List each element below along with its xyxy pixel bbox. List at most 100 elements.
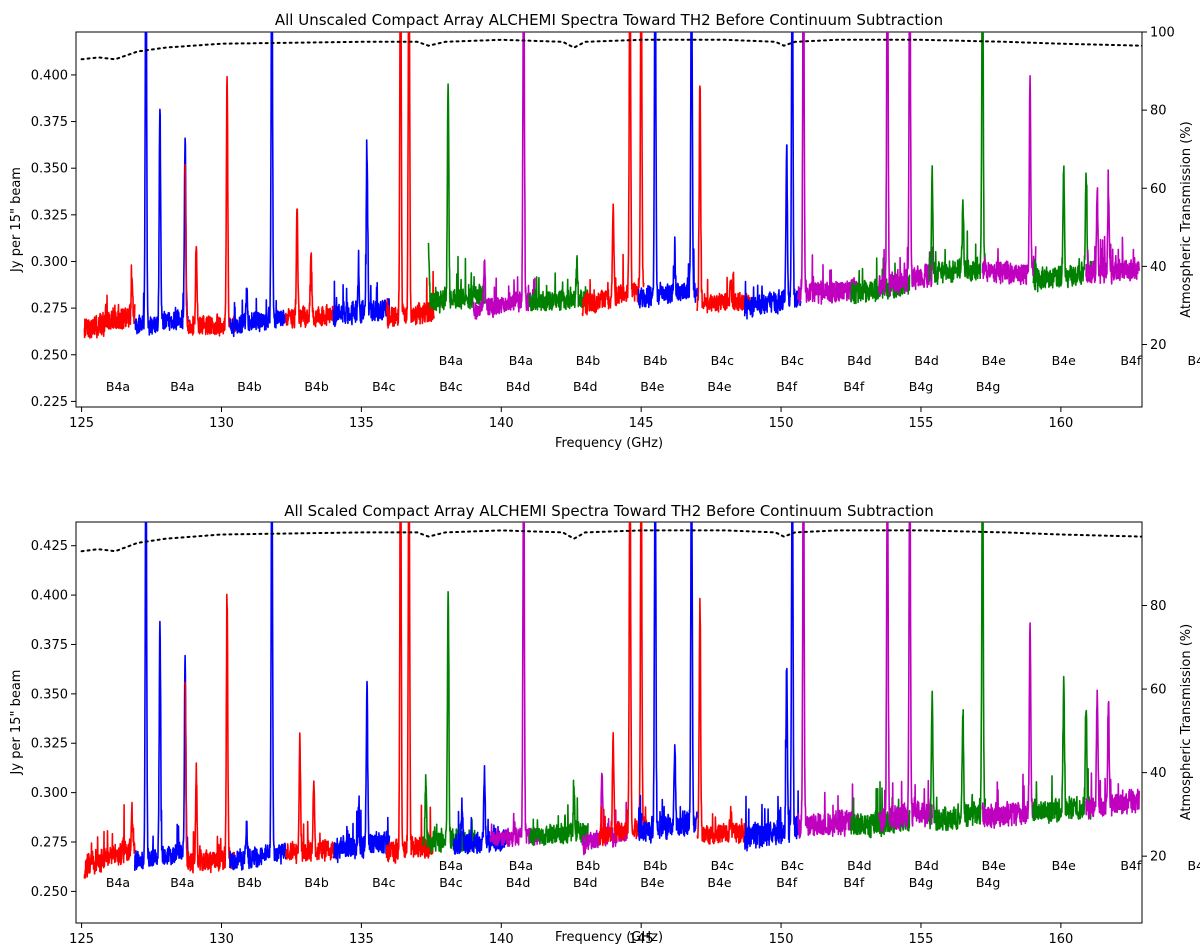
- top-chart-title: All Unscaled Compact Array ALCHEMI Spect…: [275, 11, 943, 29]
- top-band-label-b4e: B4e: [1052, 353, 1077, 368]
- bottom-transmission-line: [80, 529, 1142, 553]
- bottom-plot-layer: B4a B4a B4b B4b B4c B4c B4d B4d B4e B4e B4f B4f B4g B…: [80, 522, 1200, 890]
- bottom-band-label-b4f: B4f: [1120, 858, 1142, 873]
- bottom-y-tick-label: 0.325: [31, 737, 68, 752]
- bottom-spectrum-b4e-magenta: [489, 522, 542, 848]
- bottom-spectrum-b4a-blue: [134, 522, 189, 871]
- bottom-spectrum-b4d-green: [422, 590, 480, 854]
- top-spectrum-b4a-red: [83, 264, 136, 339]
- top-x-tick-label: 160: [1048, 416, 1073, 431]
- top-spectrum-b4g-red: [696, 85, 752, 314]
- bottom-band-label-b4e: B4e: [640, 875, 665, 890]
- top-y-tick-label: 0.275: [31, 302, 68, 317]
- bottom-y2-tick-label: 40: [1150, 766, 1167, 781]
- top-y-axis-label: Jy per 15" beam: [9, 167, 24, 273]
- top-spectrum-b4e-green: [528, 255, 589, 312]
- top-band-label-b4a: B4a: [106, 379, 130, 394]
- top-plot-frame: [75, 31, 1143, 408]
- top-y2-tick-label: 20: [1150, 338, 1167, 353]
- top-band-label-b4e: B4e: [707, 379, 732, 394]
- top-spectrum-b4g-magenta: [1085, 169, 1140, 285]
- bottom-band-label-b4d: B4d: [506, 875, 530, 890]
- top-band-label-b4b: B4b: [304, 379, 329, 394]
- bottom-spectrum-b4b-blue: [229, 522, 287, 871]
- top-band-label-b4c: B4c: [439, 379, 463, 394]
- bottom-y-tick-label: 0.250: [31, 885, 68, 900]
- top-spectrum-b4d-red: [385, 32, 435, 329]
- bottom-spectrum-b4f-green: [928, 522, 987, 832]
- top-band-label-b4d: B4d: [506, 379, 530, 394]
- bottom-y2-tick-label: 80: [1150, 599, 1167, 614]
- bottom-band-label-b4c: B4c: [711, 858, 735, 873]
- top-band-label-b4f: B4f: [843, 379, 865, 394]
- bottom-spectrum-b4e-blue: [452, 764, 508, 855]
- top-band-label-b4f: B4f: [776, 379, 798, 394]
- top-band-label-b4e: B4e: [982, 353, 1007, 368]
- top-spectrum-b4f-red: [581, 32, 645, 317]
- bottom-spectrum-b4f-blue: [637, 522, 698, 844]
- top-y-tick-label: 0.375: [31, 115, 68, 130]
- bottom-band-label-b4g: B4g: [976, 875, 1000, 890]
- bottom-spectrum-b4c-red: [285, 732, 337, 865]
- top-plot-layer: B4a B4a B4b B4b B4c B4c B4d B4d B4e B4e B4f B4f B4g B…: [80, 32, 1200, 394]
- top-x-tick-label: 130: [209, 416, 234, 431]
- top-y2-tick-label: 40: [1150, 260, 1167, 275]
- top-band-label-b4d: B4d: [573, 379, 597, 394]
- bottom-band-label-b4a: B4a: [439, 858, 463, 873]
- bottom-spectrum-b4g-green: [1032, 675, 1093, 825]
- bottom-spectrum-b4b-red: [184, 593, 236, 874]
- bottom-y-tick-label: 0.400: [31, 589, 68, 604]
- bottom-band-label-b4b: B4b: [237, 875, 262, 890]
- bottom-spectrum-b4d-red: [385, 522, 435, 864]
- top-band-label-b4b: B4b: [643, 353, 668, 368]
- bottom-x-tick-label: 150: [769, 932, 794, 947]
- top-y2-tick-label: 60: [1150, 182, 1167, 197]
- top-spectrum-b4d-magenta: [797, 32, 858, 305]
- bottom-x-tick-label: 130: [209, 932, 234, 947]
- bottom-spectrum-b4e-magenta: [878, 522, 933, 833]
- bottom-band-label-b4c: B4c: [439, 875, 463, 890]
- bottom-band-label-b4d: B4d: [847, 858, 871, 873]
- bottom-x-axis-label: Frequency (GHz): [555, 930, 663, 945]
- bottom-spectrum-b4f-magenta: [981, 622, 1037, 829]
- top-spectrum-b4b-red: [184, 75, 237, 337]
- bottom-y-tick-label: 0.350: [31, 687, 68, 702]
- top-band-label-b4a: B4a: [170, 379, 194, 394]
- top-x-tick-label: 155: [909, 416, 934, 431]
- bottom-x-tick-label: 155: [909, 932, 934, 947]
- bottom-y-tick-label: 0.425: [31, 539, 68, 554]
- top-band-label-b4b: B4b: [237, 379, 262, 394]
- top-band-label-b4f: B4f: [1120, 353, 1142, 368]
- top-spectrum-b4f-blue: [637, 32, 698, 309]
- top-spectrum-b4b-blue: [229, 32, 287, 338]
- bottom-x-tick-label: 160: [1048, 932, 1073, 947]
- bottom-band-label-b4b: B4b: [304, 875, 329, 890]
- top-y-tick-label: 0.350: [31, 162, 68, 177]
- top-spectrum-b4a-blue: [134, 32, 189, 336]
- bottom-band-label-b4c: B4c: [781, 858, 805, 873]
- top-spectrum-b4e-magenta: [472, 32, 536, 320]
- top-band-label-b4g: B4g: [976, 379, 1000, 394]
- top-y2-axis-label: Atmospheric Transmission (%): [1179, 121, 1194, 318]
- top-spectrum-b4d-green: [427, 83, 486, 314]
- top-band-label-b4e: B4e: [640, 379, 665, 394]
- bottom-y-axis-label: Jy per 15" beam: [9, 670, 24, 776]
- top-band-label-b4c: B4c: [372, 379, 396, 394]
- top-x-tick-label: 145: [629, 416, 654, 431]
- top-y-tick-label: 0.225: [31, 395, 68, 410]
- top-chart-panel: All Unscaled Compact Array ALCHEMI Spect…: [9, 11, 1200, 451]
- bottom-band-label-b4f: B4f: [1188, 858, 1200, 873]
- bottom-spectrum-b4g-magenta: [1085, 689, 1140, 820]
- bottom-spectrum-b4a-red: [83, 801, 136, 879]
- bottom-band-label-b4f: B4f: [843, 875, 865, 890]
- top-band-label-b4b: B4b: [576, 353, 601, 368]
- bottom-y2-tick-label: 60: [1150, 683, 1167, 698]
- bottom-plot-frame: [75, 521, 1143, 924]
- bottom-band-label-b4e: B4e: [982, 858, 1007, 873]
- top-band-label-b4f: B4f: [1188, 353, 1200, 368]
- top-spectrum-b4g-blue: [743, 32, 802, 320]
- top-band-label-b4c: B4c: [781, 353, 805, 368]
- top-y2-tick-label: 100: [1150, 26, 1175, 41]
- top-y-tick-label: 0.300: [31, 255, 68, 270]
